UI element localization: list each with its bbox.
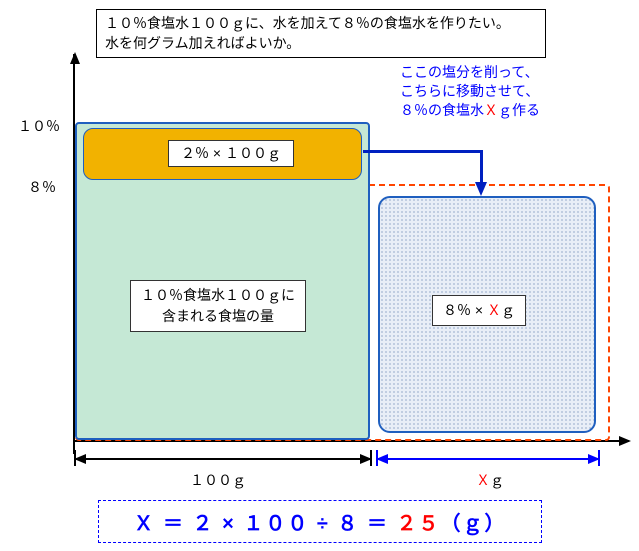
- orange-strip-label: ２％ × １００ｇ: [168, 140, 294, 167]
- meas-x: Ｘ: [476, 472, 490, 488]
- right-8pct-label: ８％ × Ｘｇ: [432, 295, 526, 326]
- problem-statement: １０％食塩水１００ｇに、水を加えて８％の食塩水を作りたい。 水を何グラム加えれば…: [96, 9, 546, 58]
- annot-l3c: ｇ作る: [498, 102, 540, 118]
- meas-tick-100: [370, 450, 372, 466]
- ytick-10: １０％: [18, 116, 60, 136]
- move-annotation: ここの塩分を削って、 こちらに移動させて、 ８％の食塩水Ｘｇ作る: [400, 63, 620, 120]
- right-pre: ８％ ×: [443, 302, 487, 318]
- annot-l2: こちらに移動させて、: [400, 83, 539, 99]
- connector-h: [363, 150, 483, 153]
- solution-equation: Ｘ ＝ ２ × １００ ÷ ８ ＝ ２５（ｇ）: [98, 500, 542, 543]
- left-salt-l2: 含まれる食塩の量: [162, 308, 274, 324]
- eq-post: （ｇ）: [441, 513, 507, 535]
- left-salt-label: １０％食塩水１００ｇに 含まれる食塩の量: [130, 280, 306, 332]
- connector-v: [480, 150, 483, 184]
- annot-l1: ここの塩分を削って、: [400, 64, 539, 80]
- ytick-8: ８％: [28, 177, 56, 197]
- annot-l3x: Ｘ: [484, 102, 498, 118]
- left-salt-l1: １０％食塩水１００ｇに: [141, 287, 295, 303]
- meas-xg: ｇ: [490, 472, 504, 488]
- meas-xg-label: Ｘｇ: [476, 470, 504, 490]
- problem-line1: １０％食塩水１００ｇに、水を加えて８％の食塩水を作りたい。: [105, 15, 510, 31]
- meas-xg-arrow: [378, 458, 598, 460]
- meas-100g-arrow: [76, 458, 370, 460]
- meas-100g-label: １００ｇ: [190, 470, 246, 490]
- right-x: Ｘ: [487, 302, 501, 318]
- annot-l3a: ８％の食塩水: [400, 102, 484, 118]
- meas-tick-x1: [598, 450, 600, 466]
- eq-ans: ２５: [397, 513, 441, 535]
- eq-pre: Ｘ ＝ ２ × １００ ÷ ８ ＝: [133, 513, 396, 535]
- right-post: ｇ: [501, 302, 515, 318]
- problem-line2: 水を何グラム加えればよいか。: [105, 35, 300, 51]
- connector-arrowhead-icon: [475, 182, 487, 196]
